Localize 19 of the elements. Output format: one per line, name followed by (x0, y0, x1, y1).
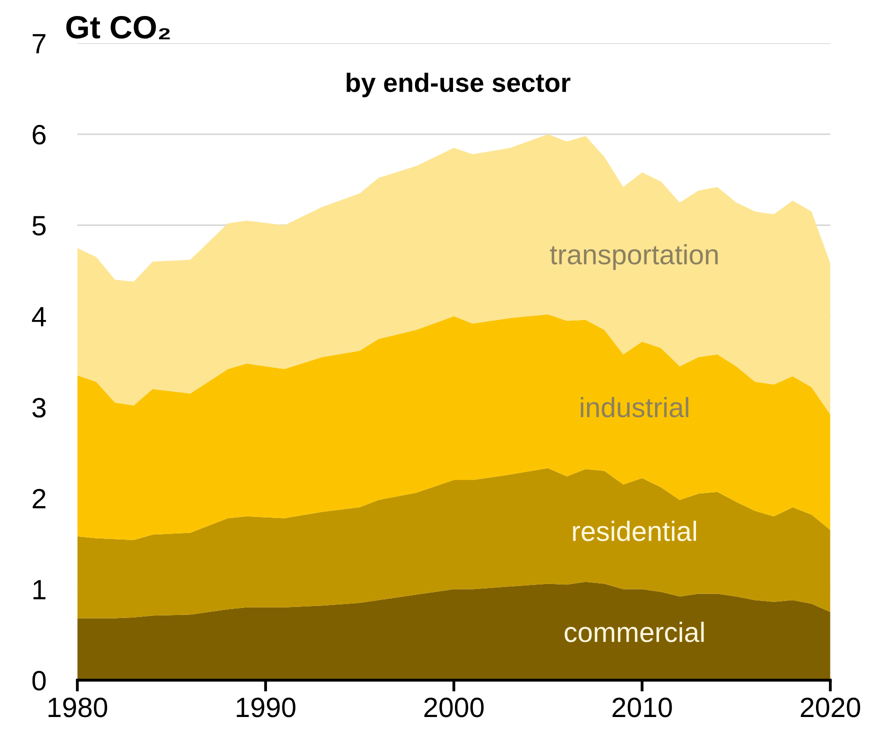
y-tick-label: 0 (32, 670, 46, 691)
y-tick-label: 7 (32, 34, 46, 54)
series-label: commercial (564, 622, 704, 642)
y-tick-label: 1 (33, 580, 46, 600)
series-label: residential (573, 520, 696, 542)
x-tick-label: 2010 (612, 698, 672, 718)
text: by end-use sector (346, 72, 570, 98)
series-label: industrial (580, 396, 688, 418)
x-tick-label: 1990 (236, 698, 296, 718)
y-tick-label: 3 (32, 398, 46, 418)
x-tick-label: 2000 (424, 698, 484, 718)
x-tick-label: 1980 (48, 698, 108, 718)
y-tick-label: 2 (32, 488, 46, 508)
x-tick-label: 2020 (800, 698, 860, 718)
y-tick-label: 5 (32, 216, 46, 236)
y-tick-label: 4 (32, 307, 46, 326)
chart-title: Gt CO₂ (66, 16, 170, 40)
series-label: transportation (550, 244, 718, 270)
y-tick-label: 6 (32, 124, 46, 145)
